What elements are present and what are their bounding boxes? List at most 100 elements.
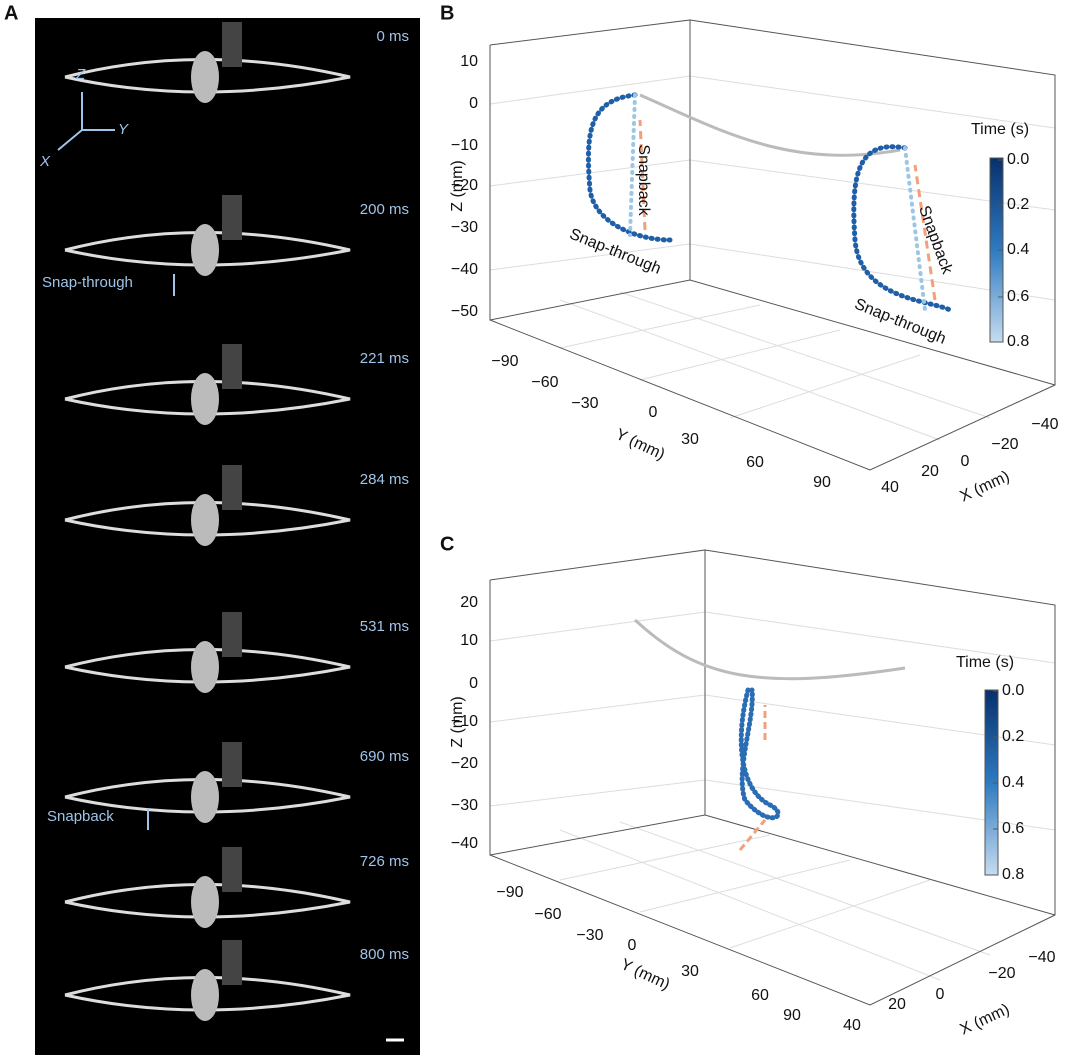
y-tick-label: −30 <box>571 395 598 412</box>
axis-x: X <box>39 153 51 170</box>
body <box>191 224 219 276</box>
axis-icon <box>57 92 115 151</box>
x-tick-label: −20 <box>991 436 1018 453</box>
y-tick-label: −90 <box>496 884 523 901</box>
time-label: 200 ms <box>360 201 409 218</box>
beam <box>64 778 351 814</box>
rod <box>222 22 242 67</box>
time-label: 726 ms <box>360 853 409 870</box>
beam <box>64 648 351 684</box>
y-tick-label: 30 <box>681 963 699 980</box>
colorbar-title: Time (s) <box>956 654 1014 671</box>
panel-label: B <box>440 2 454 24</box>
y-tick-label: −90 <box>491 353 518 370</box>
colorbar-tick-label: 0.4 <box>1007 241 1029 258</box>
colorbar-tick-label: 0.8 <box>1007 333 1029 350</box>
y-tick-label: −30 <box>576 927 603 944</box>
rod <box>222 940 242 985</box>
colorbar-tick-label: 0.2 <box>1007 196 1029 213</box>
box-c <box>489 549 1056 1006</box>
time-label: 690 ms <box>360 748 409 765</box>
y-tick-label: 30 <box>681 431 699 448</box>
beam <box>64 976 351 1012</box>
body <box>191 876 219 928</box>
z-tick-label: 0 <box>469 95 478 112</box>
beam <box>64 380 351 416</box>
time-label: 800 ms <box>360 946 409 963</box>
y-tick-label: 0 <box>649 404 658 421</box>
x-axis-title: X (mm) <box>958 468 1013 506</box>
body <box>191 641 219 693</box>
box-b <box>489 19 1056 471</box>
annotation: Snap-through <box>567 226 663 278</box>
trajectory-b <box>585 92 953 313</box>
z-tick-label: −30 <box>451 797 478 814</box>
beam <box>64 58 351 94</box>
z-tick-label: −30 <box>451 219 478 236</box>
x-tick-label: −40 <box>1028 949 1055 966</box>
z-tick-label: −20 <box>451 755 478 772</box>
annotation: Snapback <box>47 808 114 825</box>
colorbar-tick-label: 0.0 <box>1002 682 1024 699</box>
y-tick-label: 60 <box>746 454 764 471</box>
photo-strip <box>35 18 420 1055</box>
beam <box>64 883 351 919</box>
axis-z: Z <box>75 66 86 83</box>
y-axis-title: Y (mm) <box>613 426 667 463</box>
z-tick-label: −40 <box>451 835 478 852</box>
y-tick-label: −60 <box>534 906 561 923</box>
z-tick-label: 0 <box>469 675 478 692</box>
rod <box>222 847 242 892</box>
z-tick-label: 10 <box>460 632 478 649</box>
z-tick-label: −50 <box>451 303 478 320</box>
y-tick-label: 60 <box>751 987 769 1004</box>
colorbar-tick-label: 0.4 <box>1002 774 1024 791</box>
z-tick-label: −10 <box>451 137 478 154</box>
time-label: 221 ms <box>360 350 409 367</box>
body <box>191 771 219 823</box>
colorbar-title: Time (s) <box>971 121 1029 138</box>
body <box>191 494 219 546</box>
colorbar-tick-label: 0.8 <box>1002 866 1024 883</box>
panel-label: C <box>440 533 454 555</box>
colorbar-tick-label: 0.0 <box>1007 151 1029 168</box>
colorbar-tick-label: 0.2 <box>1002 728 1024 745</box>
rod <box>222 742 242 787</box>
z-tick-label: −20 <box>451 177 478 194</box>
body <box>191 373 219 425</box>
x-tick-label: −40 <box>1031 416 1058 433</box>
panel-label: A <box>4 2 18 24</box>
body <box>191 969 219 1021</box>
frames <box>64 22 351 1021</box>
annotation: Snapback <box>635 144 652 216</box>
y-axis-title: Y (mm) <box>618 956 672 993</box>
z-axis-title: Z (mm) <box>449 160 466 212</box>
x-tick-label: 20 <box>921 463 939 480</box>
beam <box>64 501 351 537</box>
time-label: 531 ms <box>360 618 409 635</box>
trajectory-c <box>633 618 906 851</box>
x-axis-title: X (mm) <box>958 1001 1013 1039</box>
x-tick-label: −20 <box>988 965 1015 982</box>
time-label: 284 ms <box>360 471 409 488</box>
x-tick-label: 0 <box>961 453 970 470</box>
body <box>191 51 219 103</box>
z-tick-label: −10 <box>451 713 478 730</box>
rod <box>222 465 242 510</box>
x-tick-label: 0 <box>936 986 945 1003</box>
colorbar-tick-label: 0.6 <box>1002 820 1024 837</box>
time-label: 0 ms <box>376 28 409 45</box>
y-tick-label: −60 <box>531 374 558 391</box>
beam <box>64 231 351 267</box>
x-tick-label: 40 <box>843 1017 861 1034</box>
x-tick-label: 20 <box>888 996 906 1013</box>
axis-y: Y <box>118 121 129 138</box>
z-tick-label: 20 <box>460 594 478 611</box>
y-tick-label: 0 <box>628 937 637 954</box>
colorbar-tick-label: 0.6 <box>1007 288 1029 305</box>
y-tick-label: 90 <box>813 474 831 491</box>
rod <box>222 195 242 240</box>
z-axis-title: Z (mm) <box>449 696 466 748</box>
annotation: Snap-through <box>42 274 133 291</box>
